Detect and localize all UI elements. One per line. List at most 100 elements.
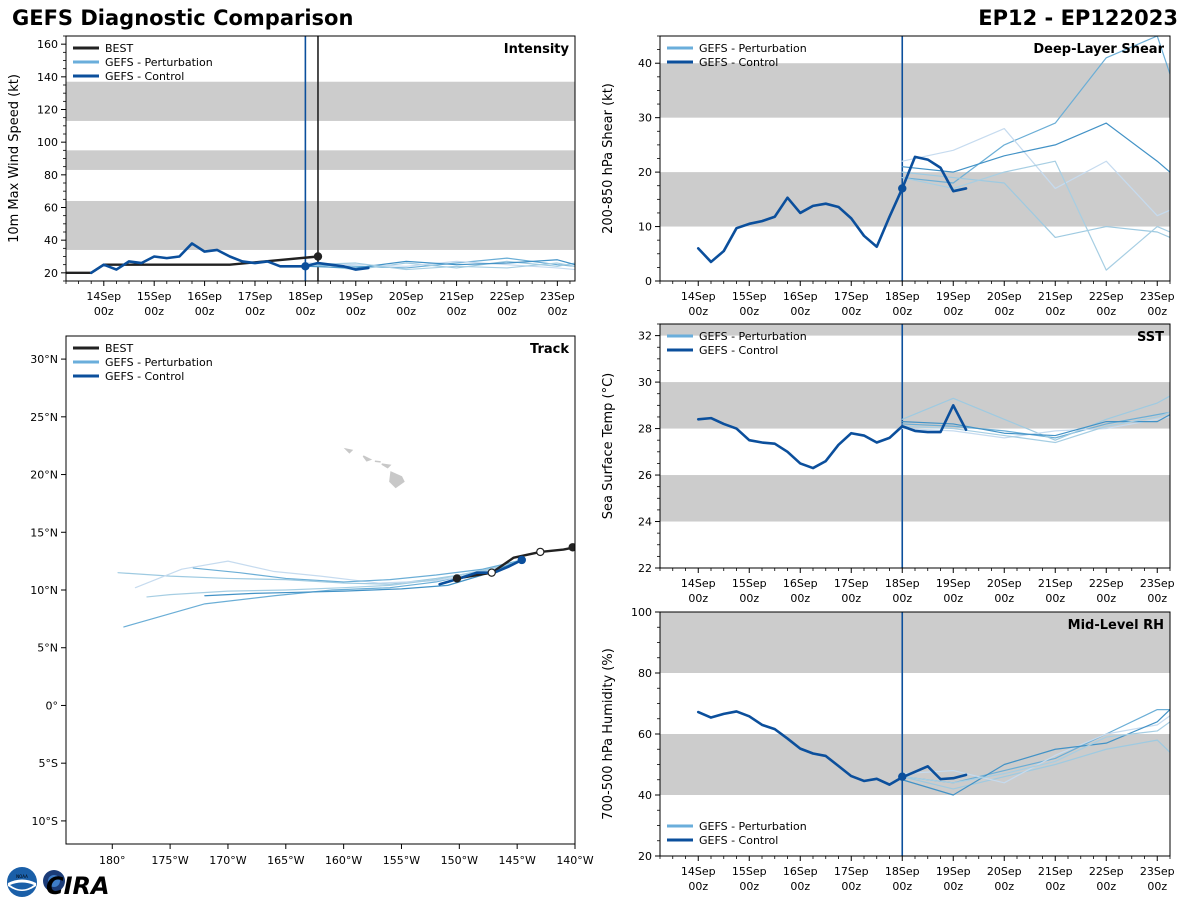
shear-xtick-label-day: 18Sep [885, 290, 920, 303]
track-series-gefs-perturbation-6 [192, 559, 523, 583]
shear-xtick-label-hour: 00z [688, 305, 708, 318]
rh-xtick-label-day: 22Sep [1089, 865, 1124, 878]
shear-series-gefs-perturbation-5 [901, 160, 1170, 271]
shear-band [660, 63, 1170, 118]
shear-legend-label: GEFS - Perturbation [699, 42, 807, 55]
shear-xtick-label-hour: 00z [943, 305, 963, 318]
track-marker-4 [517, 555, 526, 565]
sst-ytick-label: 28 [638, 423, 652, 436]
sst-title: SST [1137, 330, 1164, 345]
shear-series-gefs-perturbation-1 [901, 36, 1170, 184]
track-xtick-label: 145°W [498, 854, 535, 867]
intensity-xtick-label-hour: 00z [447, 305, 467, 318]
intensity-ytick-label: 20 [44, 267, 58, 280]
sst-xtick-label-hour: 00z [1096, 592, 1116, 605]
track-ytick-label: 15°N [30, 526, 58, 539]
rh-series-gefs-control [696, 710, 968, 786]
intensity-series-gefs-perturbation-5 [304, 262, 575, 271]
shear-xtick-label-hour: 00z [1096, 305, 1116, 318]
intensity-series-gefs-control [89, 242, 370, 275]
track-ytick-label: 10°S [32, 815, 58, 828]
rh-band [660, 612, 1170, 673]
shear-marker-0 [898, 184, 907, 193]
track-legend-label: BEST [105, 342, 133, 355]
rh-ytick-label: 100 [631, 606, 652, 619]
rh-panel: 20 40 60 80 100 14Sep 00z 15Sep 00z 16Sep 00z 17Sep… [601, 606, 1175, 893]
intensity-band [66, 81, 575, 121]
track-ytick-label: 0° [46, 699, 59, 712]
track-xtick-label: 170°W [209, 854, 246, 867]
track-plot-area [117, 447, 575, 628]
intensity-ytick-label: 100 [37, 136, 58, 149]
track-ytick-label: 30°N [30, 353, 58, 366]
intensity-marker-1 [313, 252, 323, 261]
sst-ytick-label: 32 [638, 330, 652, 343]
shear-xtick-label-day: 21Sep [1038, 290, 1073, 303]
shear-xtick-label-hour: 00z [1147, 305, 1167, 318]
shear-xtick-label-hour: 00z [892, 305, 912, 318]
sst-plot-area [660, 324, 1170, 568]
track-ytick-label: 5°S [39, 757, 58, 770]
sst-xtick-label-hour: 00z [994, 592, 1014, 605]
rh-xtick-label-hour: 00z [1096, 880, 1116, 893]
intensity-band [66, 150, 575, 170]
track-title: Track [530, 342, 569, 357]
shear-xtick-label-day: 14Sep [681, 290, 716, 303]
intensity-series-gefs-perturbation-3 [304, 260, 575, 271]
intensity-ytick-label: 40 [44, 234, 58, 247]
shear-xtick-label-hour: 00z [841, 305, 861, 318]
sst-xtick-label-day: 15Sep [732, 577, 767, 590]
intensity-xtick-label-hour: 00z [144, 305, 164, 318]
noaa-logo-text: NOAA [16, 874, 28, 879]
rh-xtick-label-hour: 00z [1147, 880, 1167, 893]
intensity-band [66, 200, 575, 250]
track-legend-label: GEFS - Perturbation [105, 356, 213, 369]
shear-band [660, 172, 1170, 227]
sst-xtick-label-hour: 00z [1045, 592, 1065, 605]
shear-ytick-label: 10 [638, 221, 652, 234]
rh-xtick-label-hour: 00z [892, 880, 912, 893]
sst-series-gefs-perturbation-1 [901, 411, 1170, 439]
rh-xtick-label-day: 20Sep [987, 865, 1022, 878]
shear-series-gefs-perturbation-4 [901, 122, 1170, 173]
rh-series-gefs-perturbation-2 [901, 739, 1170, 790]
sst-xtick-label-day: 20Sep [987, 577, 1022, 590]
intensity-xtick-label-day: 19Sep [338, 290, 373, 303]
sst-series-gefs-perturbation-2 [901, 395, 1170, 441]
shear-legend-label: GEFS - Control [699, 56, 778, 69]
shear-ytick-label: 40 [638, 57, 652, 70]
sst-xtick-label-day: 23Sep [1140, 577, 1175, 590]
shear-xtick-label-day: 16Sep [783, 290, 818, 303]
shear-ytick-label: 0 [645, 275, 652, 288]
rh-plot-area [660, 612, 1170, 856]
intensity-xtick-label-hour: 00z [195, 305, 215, 318]
track-xtick-label: 165°W [267, 854, 304, 867]
intensity-ytick-label: 140 [37, 71, 58, 84]
figure-title: GEFS Diagnostic Comparison [12, 6, 354, 30]
intensity-xtick-label-hour: 00z [346, 305, 366, 318]
track-land-hawaii [389, 471, 405, 489]
storm-id-title: EP12 - EP122023 [978, 6, 1178, 30]
sst-xtick-label-hour: 00z [1147, 592, 1167, 605]
rh-legend-label: GEFS - Control [699, 834, 778, 847]
intensity-xtick-label-hour: 00z [547, 305, 567, 318]
shear-plot-area [660, 36, 1170, 281]
intensity-legend-label: GEFS - Perturbation [105, 56, 213, 69]
sst-xtick-label-day: 17Sep [834, 577, 869, 590]
track-xtick-label: 140°W [556, 854, 593, 867]
intensity-xtick-label-hour: 00z [497, 305, 517, 318]
track-series-gefs-perturbation-4 [204, 559, 523, 597]
track-xtick-label: 155°W [383, 854, 420, 867]
rh-xtick-label-day: 16Sep [783, 865, 818, 878]
rh-xtick-label-hour: 00z [739, 880, 759, 893]
intensity-series-gefs-perturbation-1 [304, 257, 575, 269]
track-ytick-label: 10°N [30, 584, 58, 597]
sst-frame [659, 323, 1171, 569]
rh-title: Mid-Level RH [1068, 618, 1164, 633]
intensity-title: Intensity [504, 42, 570, 57]
intensity-xtick-label-day: 17Sep [238, 290, 273, 303]
rh-xtick-label-day: 14Sep [681, 865, 716, 878]
sst-xtick-label-hour: 00z [739, 592, 759, 605]
sst-xtick-label-day: 14Sep [681, 577, 716, 590]
track-frame [65, 335, 576, 845]
